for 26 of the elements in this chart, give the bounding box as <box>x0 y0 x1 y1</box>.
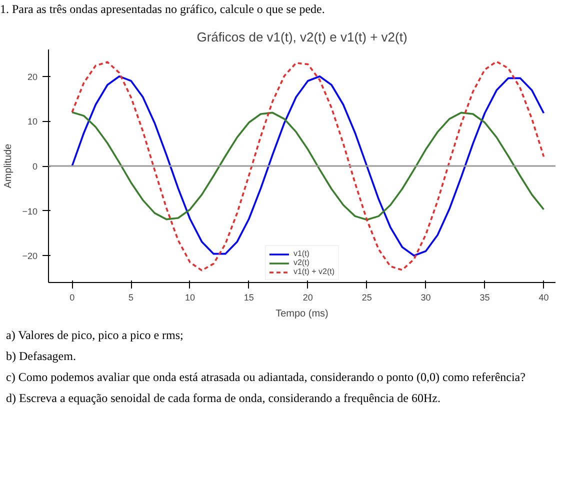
legend-label: v1(t) <box>293 249 310 258</box>
x-tick-label: 5 <box>128 292 134 302</box>
text: b) Defasagem. <box>5 348 77 365</box>
y-tick-label: 20 <box>27 72 38 82</box>
y-tick-label: −10 <box>22 206 38 216</box>
x-axis-title: Tempo (ms) <box>276 308 328 320</box>
x-tick-label: 35 <box>480 292 490 302</box>
y-tick-label: −20 <box>22 251 38 262</box>
text: d) Escreva a equação senoidal de cada forma de onda, considerando a frequência de 60Hz. <box>5 390 442 407</box>
text: c) Como podemos avaliar que onda está atrasada ou adiantada, considerando o ponto (0,0) como referência? <box>5 369 526 386</box>
x-tick-label: 15 <box>244 292 254 302</box>
y-axis-title: Amplitude <box>3 143 14 188</box>
x-tick-label: 10 <box>184 292 195 302</box>
y-tick-label: 10 <box>27 116 38 127</box>
x-tick-label: 20 <box>302 292 313 302</box>
legend-label: v2(t) <box>293 258 310 267</box>
chart-title: Gráficos de v1(t), v2(t) e v1(t) + v2(t) <box>196 30 408 44</box>
x-tick-label: 0 <box>70 292 75 302</box>
line-series <box>71 111 545 221</box>
text: 1. Para as três ondas apresentadas no gráfico, calcule o que se pede. <box>0 1 325 18</box>
legend-label: v1(t) + v2(t) <box>293 267 335 276</box>
y-tick-label: 0 <box>32 162 38 172</box>
x-tick-label: 25 <box>362 292 372 302</box>
x-tick-label: 30 <box>420 292 431 302</box>
x-tick-label: 40 <box>538 292 549 302</box>
text: a) Valores de pico, pico a pico e rms; <box>5 327 184 344</box>
